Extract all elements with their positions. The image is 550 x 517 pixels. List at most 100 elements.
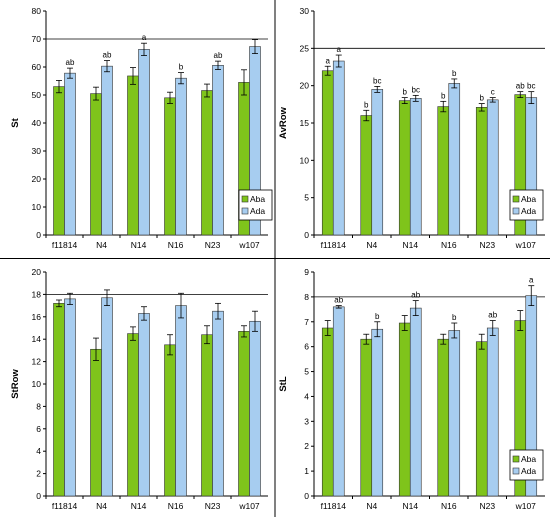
bar-ada (249, 320, 261, 497)
y-tick-label: 50 (32, 90, 42, 100)
bar-ada (409, 98, 422, 236)
significance-letter: c (491, 88, 495, 97)
significance-letter: b (375, 312, 380, 321)
y-tick-label: 20 (300, 81, 310, 91)
y-axis-label: AvRow (278, 106, 289, 138)
legend-swatch-aba (512, 195, 520, 203)
legend-label-ada: Ada (521, 466, 536, 476)
bar-ada (486, 327, 499, 497)
y-tick-label: 10 (300, 155, 310, 165)
y-tick-label: 5 (304, 367, 309, 377)
significance-letter: a (142, 33, 147, 42)
x-tick-label: N14 (402, 501, 418, 511)
chart-stl: 0 1 2 3 4 5 6 7 8 9 StL f11814 ab N4 b N14 ab N16 b N23 ab w1… (278, 267, 545, 511)
significance-letter: bc (373, 76, 381, 85)
y-tick-label: 1 (304, 466, 309, 476)
significance-letter: a (326, 56, 331, 65)
legend-swatch-aba (512, 455, 520, 463)
significance-letter: bc (527, 82, 535, 91)
significance-letter: b (179, 63, 184, 72)
significance-letter: bc (412, 85, 420, 94)
bar-ada (175, 305, 187, 497)
x-tick-label: f11814 (321, 240, 347, 250)
significance-letter: b (452, 313, 457, 322)
bar-aba (437, 338, 450, 497)
y-tick-label: 0 (304, 491, 309, 501)
bar-aba (321, 327, 334, 497)
y-tick-label: 30 (32, 146, 42, 156)
bar-ada (371, 89, 384, 236)
bar-ada (101, 65, 113, 236)
y-tick-label: 20 (32, 174, 42, 184)
x-tick-label: N4 (96, 240, 107, 250)
legend-box (509, 449, 544, 481)
bar-aba (90, 348, 102, 497)
y-tick-label: 60 (32, 62, 42, 72)
x-tick-label: f11814 (52, 240, 78, 250)
significance-letter: b (452, 69, 457, 78)
y-tick-label: 4 (304, 391, 309, 401)
bar-ada (332, 60, 345, 236)
significance-letter: ab (488, 311, 497, 320)
bar-aba (360, 338, 373, 497)
bar-aba (201, 90, 213, 236)
y-tick-label: 2 (36, 469, 41, 479)
significance-letter: b (441, 91, 446, 100)
x-tick-label: w107 (238, 240, 260, 250)
y-tick-label: 30 (300, 6, 310, 16)
bar-aba (53, 303, 65, 497)
bar-aba (321, 70, 334, 236)
bar-aba (360, 115, 373, 236)
y-tick-label: 6 (304, 342, 309, 352)
y-tick-label: 7 (304, 317, 309, 327)
bar-aba (127, 75, 139, 236)
y-tick-label: 8 (304, 292, 309, 302)
bar-ada (138, 313, 150, 497)
chart-st: 0 10 20 30 40 50 60 70 80 St f11814 ab N4 ab N14 a N16 b N… (10, 6, 273, 250)
y-tick-label: 9 (304, 267, 309, 277)
significance-letter: ab (516, 82, 525, 91)
bar-ada (138, 49, 150, 236)
significance-letter: ab (334, 296, 343, 305)
bar-aba (437, 106, 450, 236)
x-tick-label: w107 (515, 501, 537, 511)
y-tick-label: 5 (304, 193, 309, 203)
significance-letter: b (403, 88, 408, 97)
y-tick-label: 14 (32, 334, 42, 344)
legend-label-ada: Ada (250, 206, 265, 216)
significance-letter: a (529, 276, 534, 285)
bar-aba (127, 333, 139, 497)
y-tick-label: 40 (32, 118, 42, 128)
y-tick-label: 6 (36, 424, 41, 434)
bar-ada (332, 306, 345, 497)
bar-aba (90, 93, 102, 236)
x-tick-label: f11814 (52, 501, 78, 511)
x-tick-label: f11814 (321, 501, 347, 511)
chart-strow: 0 2 4 6 8 10 12 14 16 18 20 StRow f11814 N4 N14 N16 N23 w… (10, 267, 268, 511)
bar-ada (101, 297, 113, 497)
legend: Aba Ada (238, 189, 273, 221)
significance-letter: b (364, 100, 369, 109)
bar-ada (64, 72, 76, 236)
y-tick-label: 8 (36, 401, 41, 411)
y-tick-label: 0 (304, 230, 309, 240)
y-tick-label: 25 (300, 43, 310, 53)
y-tick-label: 20 (32, 267, 42, 277)
y-tick-label: 0 (36, 491, 41, 501)
bar-aba (53, 86, 65, 236)
x-tick-label: N16 (168, 240, 184, 250)
legend-swatch-ada (512, 467, 520, 475)
bar-aba (164, 97, 176, 236)
y-axis-label: St (10, 117, 21, 127)
bar-ada (175, 77, 187, 236)
legend: Aba Ada (509, 189, 544, 221)
x-tick-label: N23 (479, 501, 495, 511)
significance-letter: ab (214, 51, 223, 60)
legend-swatch-aba (241, 195, 249, 203)
legend-label-ada: Ada (521, 206, 536, 216)
legend-swatch-ada (512, 207, 520, 215)
x-tick-label: N23 (205, 501, 221, 511)
y-tick-label: 80 (32, 6, 42, 16)
bar-ada (371, 328, 384, 497)
